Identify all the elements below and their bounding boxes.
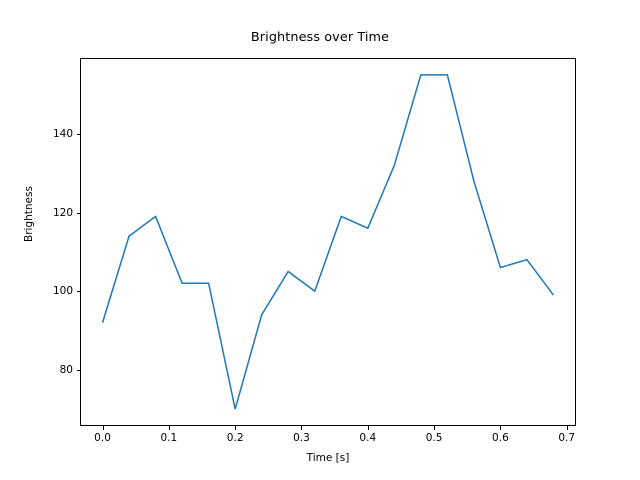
x-tick-mark [102, 426, 104, 430]
x-tick-group: 0.0 0.1 0.2 0.3 0.4 0.5 0.6 0.7 [80, 58, 576, 444]
brightness-line-series [101, 74, 555, 410]
y-tick-label: 80 [59, 363, 73, 376]
x-tick-mark [367, 426, 369, 430]
x-tick-mark [301, 426, 303, 430]
x-tick-label: 0.0 [94, 432, 111, 444]
x-tick-label: 0.2 [226, 432, 244, 444]
x-tick-label: 0.4 [359, 432, 377, 444]
chart-title: Brightness over Time [250, 30, 390, 45]
x-tick-mark [500, 426, 502, 430]
x-tick-mark [434, 426, 436, 430]
x-tick-mark [566, 426, 568, 430]
y-tick-label: 140 [52, 127, 73, 140]
line-chart-svg [101, 74, 555, 410]
y-tick-mark [76, 369, 80, 371]
y-tick-group: 80 100 120 140 [53, 58, 576, 426]
y-tick-label: 120 [52, 206, 73, 219]
x-tick-mark [168, 426, 170, 430]
x-tick-label: 0.7 [558, 432, 576, 444]
x-axis-label: Time [s] [306, 452, 350, 464]
y-tick-mark [76, 133, 80, 135]
y-tick-mark [76, 291, 80, 293]
y-tick-label: 100 [52, 285, 73, 298]
plot-axes: 80 100 120 140 0.0 0.1 0.2 0.3 0.4 0.5 0.6 0.7 [53, 58, 576, 444]
y-tick-mark [76, 212, 80, 214]
x-tick-label: 0.6 [492, 432, 509, 444]
x-tick-mark [235, 426, 237, 430]
x-tick-label: 0.1 [160, 432, 178, 444]
x-tick-label: 0.3 [293, 432, 310, 444]
x-tick-label: 0.5 [425, 432, 443, 444]
